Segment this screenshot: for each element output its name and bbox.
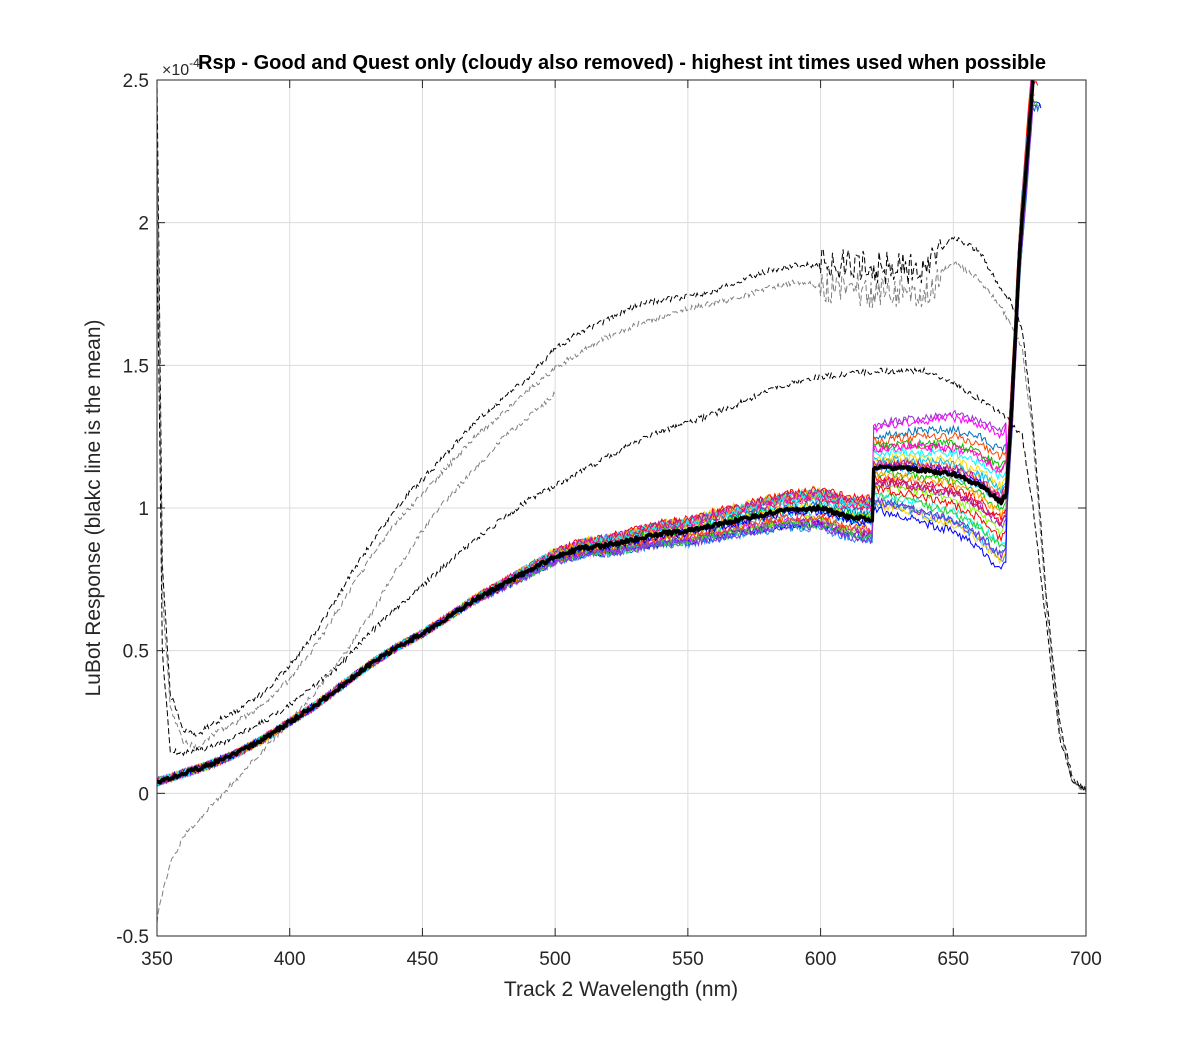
x-tick-label: 350	[141, 949, 173, 970]
x-tick-label: 700	[1070, 949, 1102, 970]
series-line-reference	[157, 224, 1086, 791]
y-tick-label: 0.5	[123, 642, 149, 663]
x-tick-label: 400	[274, 949, 306, 970]
series-line-reference	[157, 138, 1086, 793]
x-tick-label: 500	[539, 949, 571, 970]
series-line-measurement	[157, 343, 1015, 785]
series-line-reference	[157, 80, 1086, 793]
y-tick-label: 2.5	[123, 71, 149, 92]
series-layer	[157, 80, 1086, 924]
y-axis-exponent-power: -4	[189, 56, 200, 70]
y-tick-label: 1	[138, 499, 149, 520]
series-line-mean	[157, 80, 1035, 785]
x-tick-label: 650	[937, 949, 969, 970]
y-axis-exponent: ×10-4	[162, 56, 200, 79]
x-axis-ticks: 350 400 450 500 550 600 650 700	[141, 80, 1102, 970]
y-axis-ticks: -0.5 0 0.5 1 1.5 2 2.5	[116, 71, 1086, 948]
y-tick-label: 2	[138, 214, 149, 235]
x-tick-label: 550	[672, 949, 704, 970]
y-tick-label: 1.5	[123, 356, 149, 377]
y-axis-exponent-base: ×10	[162, 62, 189, 79]
x-tick-label: 600	[805, 949, 837, 970]
y-axis-label: LuBot Response (blakc line is the mean)	[82, 319, 105, 696]
y-tick-label: 0	[138, 784, 149, 805]
chart-title: Rsp - Good and Quest only (cloudy also r…	[198, 52, 1046, 74]
series-line-reference	[157, 391, 556, 924]
y-tick-label: -0.5	[116, 927, 149, 948]
x-axis-label: Track 2 Wavelength (nm)	[504, 978, 738, 1001]
x-tick-label: 450	[407, 949, 439, 970]
